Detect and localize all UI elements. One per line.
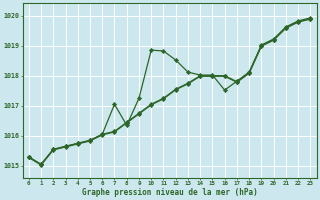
X-axis label: Graphe pression niveau de la mer (hPa): Graphe pression niveau de la mer (hPa) bbox=[82, 188, 258, 197]
